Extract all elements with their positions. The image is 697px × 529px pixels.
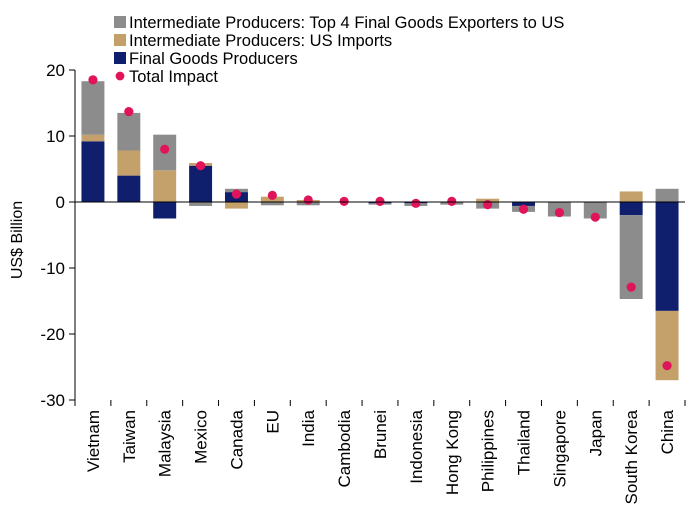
legend-label: Intermediate Producers: Top 4 Final Good… [129,14,564,32]
point-total-impact-indonesia [411,198,421,208]
x-tick-label: Vietnam [84,410,103,472]
legend-swatch [114,52,126,64]
axes: 20 10 0 -10 -20 -30 Vietnam Taiwan Malaysia Mexic… [40,61,686,505]
bar-intermediate-producers-top-4-final-goods-exporters-to-us-eu [260,202,284,206]
bar-intermediate-producers-us-imports-china [655,310,679,381]
bar-final-goods-producers-taiwan [117,175,141,202]
bar-intermediate-producers-us-imports-vietnam [81,134,105,142]
point-total-impact-malaysia [160,144,170,154]
point-total-impact-eu [267,190,277,200]
bar-final-goods-producers-china [655,202,679,311]
y-tick-label: 0 [56,193,65,212]
bar-intermediate-producers-top-4-final-goods-exporters-to-us-vietnam [81,81,105,135]
bar-intermediate-producers-us-imports-malaysia [153,170,177,202]
x-tick-label: Brunei [371,410,390,459]
x-tick-label: Singapore [550,410,569,488]
point-total-impact-hong-kong [447,196,457,206]
y-tick-label: 20 [46,61,65,80]
bar-intermediate-producers-us-imports-south-korea [619,191,643,202]
bar-final-goods-producers-malaysia [153,202,177,219]
legend-label: Total Impact [129,68,218,86]
x-tick-label: Taiwan [120,410,139,463]
y-tick-label: -10 [40,259,65,278]
bar-intermediate-producers-top-4-final-goods-exporters-to-us-taiwan [117,112,141,151]
bar-final-goods-producers-thailand [512,202,536,206]
bar-intermediate-producers-top-4-final-goods-exporters-to-us-china [655,188,679,202]
legend-label: Intermediate Producers: US Imports [129,32,392,50]
point-total-impact-philippines [483,200,493,210]
bar-intermediate-producers-us-imports-taiwan [117,150,141,176]
point-total-impact-canada [231,189,242,199]
x-tick-label: South Korea [622,409,641,504]
bar-intermediate-producers-us-imports-canada [224,202,248,209]
legend-label: Final Goods Producers [129,50,298,68]
x-tick-label: Cambodia [335,409,354,487]
bar-intermediate-producers-top-4-final-goods-exporters-to-us-mexico [189,202,213,206]
bars [81,81,679,381]
point-total-impact-taiwan [124,106,134,117]
bar-final-goods-producers-south-korea [619,202,643,216]
y-tick-label: -30 [40,391,65,410]
x-tick-label: Indonesia [407,409,426,483]
y-axis-title: US$ Billion [9,201,26,279]
point-total-impact-vietnam [88,75,98,85]
y-tick-label: 10 [46,127,65,146]
point-total-impact-japan [590,212,600,222]
x-tick-label: Japan [586,410,605,456]
y-tick-label: -20 [40,325,65,344]
x-tick-label: India [299,409,318,446]
legend-swatch [114,16,126,28]
legend-swatch [114,34,126,46]
bar-final-goods-producers-vietnam [81,141,105,202]
x-tick-label: Thailand [515,410,534,475]
x-tick-label: Mexico [192,410,211,464]
point-total-impact-china [662,361,672,371]
x-tick-label: Malaysia [156,409,175,477]
total-impact-points [88,75,672,371]
x-tick-label: Hong Kong [443,410,462,495]
point-total-impact-singapore [554,207,565,218]
x-tick-label: Canada [227,409,246,469]
point-total-impact-brunei [375,196,385,206]
legend-swatch [115,71,125,81]
point-total-impact-thailand [518,204,529,214]
x-tick-label: Philippines [479,410,498,492]
x-tick-label: EU [263,410,282,434]
point-total-impact-india [303,195,313,205]
point-total-impact-cambodia [339,196,349,206]
point-total-impact-south-korea [626,282,636,292]
x-tick-label: China [658,409,677,454]
legend: Intermediate Producers: Top 4 Final Good… [114,14,564,86]
bar-intermediate-producers-top-4-final-goods-exporters-to-us-south-korea [619,215,643,300]
bar-intermediate-producers-top-4-final-goods-exporters-to-us-japan [583,202,607,219]
point-total-impact-mexico [195,161,206,171]
bar-final-goods-producers-mexico [189,165,213,202]
